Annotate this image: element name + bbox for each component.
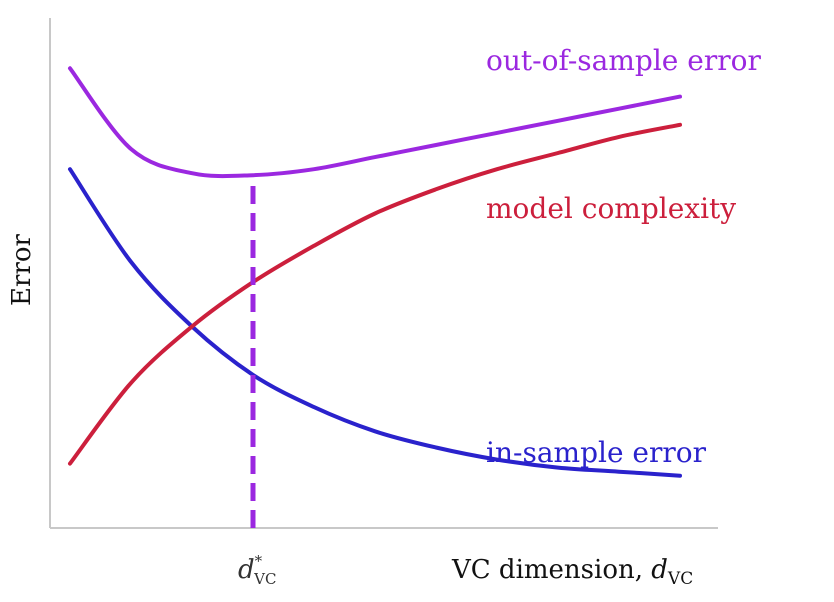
label-layer: in-sample error model complexity out-of-sa… (486, 44, 761, 469)
series-label-out-of-sample-error: out-of-sample error (486, 44, 761, 77)
series-label-model-complexity: model complexity (486, 192, 736, 225)
series-line-model-complexity (68, 122, 682, 466)
series-line-out-of-sample-error (68, 66, 682, 179)
dvc-star-tick-label: d* VC (238, 552, 276, 588)
series-line-in-sample-error (68, 167, 682, 478)
series-layer (68, 66, 682, 478)
series-label-in-sample-error: in-sample error (486, 436, 707, 469)
y-axis-label: Error (7, 233, 37, 305)
x-axis-label: VC dimension, dVC (451, 555, 693, 589)
